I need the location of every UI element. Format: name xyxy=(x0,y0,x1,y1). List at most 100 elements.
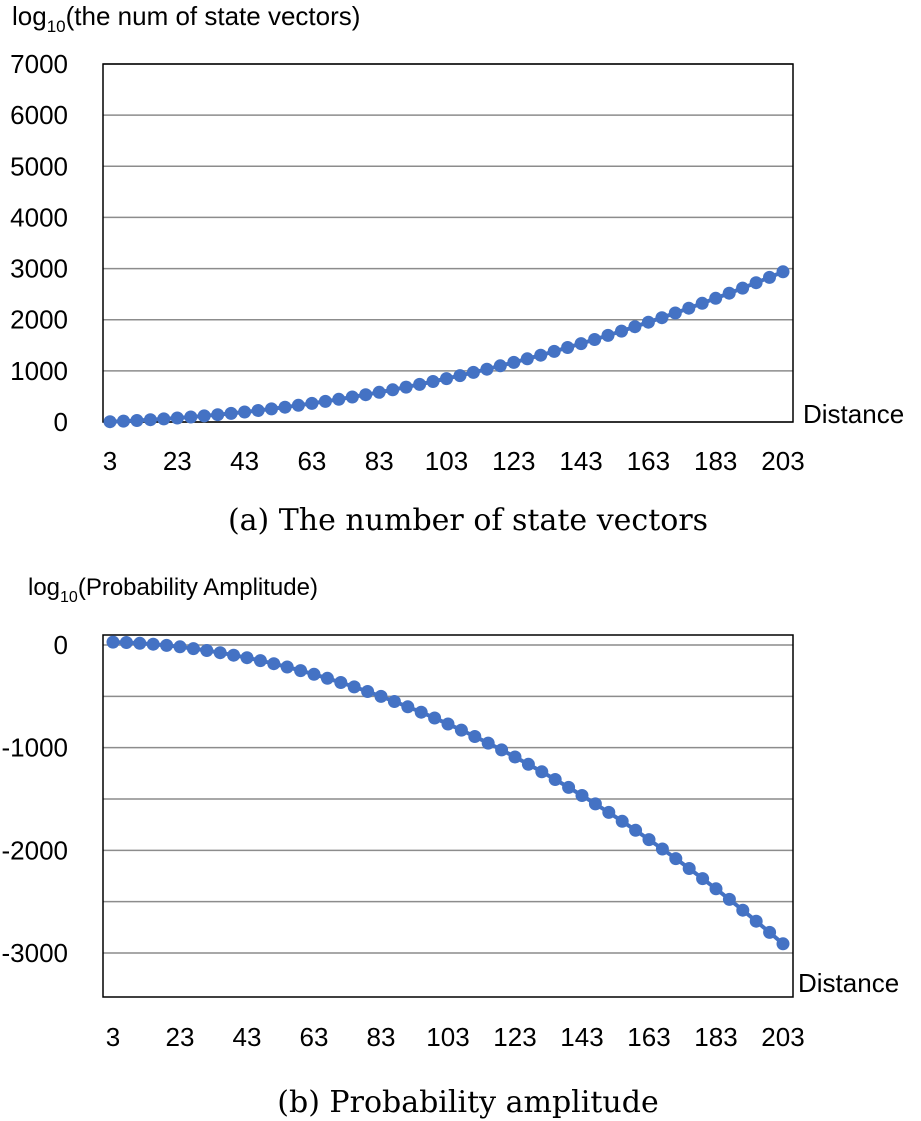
chart-b-data-point xyxy=(213,646,227,660)
chart-b-caption: (b) Probability amplitude xyxy=(277,1085,658,1120)
chart-b-data-point xyxy=(629,823,643,837)
chart-a-xtick-label: 83 xyxy=(365,446,394,476)
chart-b-data-point xyxy=(749,914,763,928)
chart-a-data-point xyxy=(655,311,669,325)
chart-b-data-point xyxy=(602,805,616,819)
chart-b-xtick-label: 143 xyxy=(560,1022,603,1052)
chart-a-data-point xyxy=(345,390,359,404)
chart-b-ytick-label: -1000 xyxy=(2,733,69,763)
chart-a-data-point xyxy=(763,270,776,284)
chart-a-xlabel: Distance xyxy=(803,399,904,429)
chart-b-xlabel: Distance xyxy=(798,968,899,998)
chart-b-data-point xyxy=(655,842,669,856)
chart-b-data-point xyxy=(146,637,160,651)
chart-a-ytick-label: 6000 xyxy=(10,100,68,130)
chart-a-data-point xyxy=(574,337,588,351)
chart-b-series-line xyxy=(112,640,785,946)
chart-b-data-point xyxy=(454,723,468,737)
chart-a-data-point xyxy=(211,408,225,422)
chart-a-data-point xyxy=(736,281,750,295)
chart-b-data-point xyxy=(441,717,455,731)
chart-a-xtick-label: 3 xyxy=(103,446,117,476)
chart-a-data-point xyxy=(332,392,346,406)
chart-a-ytick-label: 5000 xyxy=(10,151,68,181)
chart-a-plot-area xyxy=(102,63,794,423)
chart-a-xtick-label: 123 xyxy=(492,446,535,476)
chart-b-data-point xyxy=(334,676,348,689)
chart-a-data-point xyxy=(170,411,184,425)
chart-a-data-point xyxy=(224,406,238,420)
chart-b-data-point xyxy=(200,644,214,657)
chart-b-data-point xyxy=(575,789,589,802)
chart-b-data-point xyxy=(709,882,723,896)
chart-a-data-point xyxy=(291,398,305,412)
chart-a-data-point xyxy=(184,410,198,424)
chart-a-data-point xyxy=(117,414,130,428)
chart-b: log10(Probability Amplitude) 0 -1000 -2000… xyxy=(2,574,900,1120)
chart-a-data-point xyxy=(601,328,615,342)
chart-b-data-point xyxy=(280,660,294,674)
chart-a-ytick-label: 7000 xyxy=(10,49,68,79)
chart-b-data-point xyxy=(495,743,509,757)
chart-b-data-point xyxy=(481,736,495,750)
chart-a-data-point xyxy=(561,341,575,354)
chart-a-data-point xyxy=(749,276,763,290)
chart-a-ytick-label: 0 xyxy=(54,407,68,437)
chart-a-data-point xyxy=(238,405,252,419)
chart-a-data-point xyxy=(695,296,709,310)
chart-a-series-line xyxy=(109,269,784,424)
chart-a-data-point xyxy=(547,344,561,358)
chart-b-ytick-label: -3000 xyxy=(2,938,69,968)
chart-a-data-point xyxy=(668,306,682,320)
chart-a: log10(the num of state vectors) 0 1000 200… xyxy=(10,1,904,538)
chart-b-plot-area xyxy=(102,634,794,998)
chart-b-xtick-label: 43 xyxy=(233,1022,262,1052)
chart-a-data-point xyxy=(615,324,628,338)
chart-b-data-point xyxy=(347,680,361,694)
chart-a-data-point xyxy=(453,369,467,383)
chart-a-data-point xyxy=(440,372,453,386)
chart-b-data-point xyxy=(186,642,200,656)
chart-b-ytick-label: 0 xyxy=(54,630,68,660)
chart-a-data-point xyxy=(130,414,144,427)
chart-b-data-point xyxy=(588,797,602,811)
chart-b-data-point xyxy=(387,695,401,708)
chart-b-data-point xyxy=(133,636,147,650)
chart-a-data-point xyxy=(399,380,413,394)
chart-b-data-point xyxy=(763,925,777,939)
chart-a-data-point xyxy=(709,291,723,305)
chart-a-data-point xyxy=(520,352,534,366)
chart-b-xtick-label: 83 xyxy=(367,1022,396,1052)
chart-a-ytick-label: 1000 xyxy=(10,356,68,386)
chart-b-data-point xyxy=(736,903,750,917)
chart-a-ytick-label: 3000 xyxy=(10,254,68,284)
chart-b-data-point xyxy=(253,654,267,668)
chart-b-xtick-label: 23 xyxy=(166,1022,195,1052)
chart-b-data-point xyxy=(267,657,281,671)
chart-b-xtick-label: 123 xyxy=(493,1022,536,1052)
chart-a-data-point xyxy=(251,404,265,417)
chart-b-data-point xyxy=(414,705,428,719)
chart-b-xtick-label: 63 xyxy=(300,1022,329,1052)
chart-b-xtick-label: 163 xyxy=(627,1022,670,1052)
chart-a-ylabel: log10(the num of state vectors) xyxy=(12,1,360,36)
chart-a-data-point xyxy=(359,388,373,402)
chart-b-data-point xyxy=(508,750,522,764)
chart-a-xtick-label: 23 xyxy=(163,446,192,476)
chart-b-ytick-label: -2000 xyxy=(2,835,69,865)
chart-b-data-point xyxy=(119,636,133,649)
chart-b-xtick-label: 203 xyxy=(761,1022,804,1052)
chart-b-data-point xyxy=(722,892,736,906)
chart-a-data-point xyxy=(628,320,642,334)
chart-a-data-point xyxy=(466,365,480,379)
chart-a-xtick-label: 203 xyxy=(761,446,804,476)
chart-a-data-point xyxy=(318,394,332,408)
chart-b-data-point xyxy=(361,685,375,698)
chart-a-data-point xyxy=(588,333,602,346)
chart-b-data-point xyxy=(307,667,321,681)
chart-a-data-point xyxy=(426,375,440,388)
chart-b-xtick-label: 183 xyxy=(694,1022,737,1052)
chart-b-data-point xyxy=(776,937,790,951)
chart-b-data-point xyxy=(562,780,576,794)
